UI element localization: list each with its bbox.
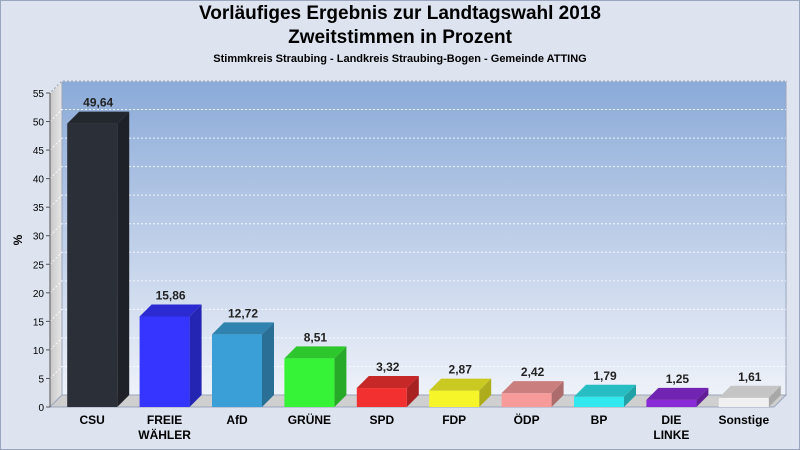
y-tick-label: 20	[33, 289, 45, 300]
bar	[284, 346, 347, 407]
value-label: 15,86	[156, 288, 186, 302]
grid-line	[49, 137, 786, 151]
chart-title-line2: Zweitstimmen in Prozent	[288, 27, 512, 48]
bar-side	[262, 322, 274, 407]
plot-left-wall	[49, 79, 63, 409]
value-label: 8,51	[304, 330, 328, 344]
y-tick-label: 0	[38, 403, 44, 414]
category-label: GRÜNE	[288, 412, 331, 427]
category-label: ÖDP	[514, 412, 540, 427]
bar-front	[284, 358, 335, 407]
bar	[429, 378, 492, 407]
grid-line	[49, 109, 786, 122]
bar-side	[696, 387, 709, 407]
grid-line	[49, 80, 786, 94]
grid-lines	[49, 80, 786, 379]
grid-line	[49, 280, 786, 294]
bar-front	[718, 397, 769, 407]
bar-side	[479, 378, 492, 407]
bar-front	[139, 316, 190, 407]
y-tick-label: 35	[33, 203, 45, 214]
grid-line	[49, 308, 786, 322]
category-label: BP	[591, 413, 608, 427]
chart-subtitle: Stimmkreis Straubing - Landkreis Straubi…	[213, 53, 587, 65]
category-label: SPD	[369, 413, 394, 427]
bar-top	[356, 376, 419, 389]
bar-top	[212, 322, 274, 335]
grid-line	[49, 365, 786, 379]
y-tick-label: 5	[38, 374, 44, 385]
value-label: 12,72	[228, 306, 258, 320]
bar-side	[117, 111, 130, 407]
value-label: 2,87	[449, 363, 473, 377]
category-label: FREIE WÄHLER	[138, 413, 191, 442]
bar-front	[67, 123, 118, 407]
bar	[574, 384, 636, 407]
y-tick-label: 15	[33, 317, 45, 328]
bar-side	[551, 381, 564, 407]
grid-line	[49, 166, 786, 179]
bar	[501, 381, 564, 407]
bar-top	[429, 378, 492, 391]
bar-front	[212, 334, 262, 407]
bar-side	[624, 384, 636, 407]
y-tick-label: 55	[33, 89, 45, 100]
category-label: Sonstige	[718, 413, 769, 427]
category-label: DIE LINKE	[653, 413, 689, 442]
bar-top	[284, 346, 347, 359]
y-axis: 0 5 10 15 20 25 30 35 40 45 50 55	[33, 89, 51, 414]
y-tick-label: 30	[33, 232, 45, 243]
value-label: 3,32	[376, 360, 400, 374]
bar	[646, 387, 709, 407]
bar-front	[429, 390, 480, 407]
bar-side	[406, 376, 419, 407]
value-labels: 49,64 15,86 12,72 8,51 3,32 2,87 2,42 1,79 1,25 1…	[83, 96, 762, 386]
y-tick-label: 10	[33, 346, 45, 357]
bar-top	[718, 385, 781, 398]
chart-title-line1: Vorläufiges Ergebnis zur Landtagswahl 20…	[199, 3, 601, 24]
y-axis-label: %	[11, 234, 25, 245]
y-tick-label: 40	[33, 175, 45, 186]
bar-side	[189, 304, 202, 407]
bar-side	[768, 385, 781, 407]
y-tick-label: 50	[33, 118, 45, 129]
grid-line	[49, 194, 786, 208]
bar-top	[501, 381, 564, 394]
bar	[67, 111, 130, 407]
y-tick-label: 45	[33, 146, 45, 157]
bar-top	[67, 111, 130, 124]
bar-front	[646, 399, 697, 407]
grid-line	[49, 337, 786, 351]
bar-side	[334, 346, 347, 407]
bar-top	[574, 384, 636, 397]
grid-line	[49, 223, 786, 237]
bar	[212, 322, 274, 407]
value-label: 2,42	[521, 365, 545, 379]
x-axis: CSU FREIE WÄHLER AfD GRÜNE SPD FDP ÖDP BP DIE LINK…	[80, 412, 770, 442]
bar-top	[646, 387, 709, 400]
bar-front	[574, 396, 624, 407]
category-label: FDP	[442, 413, 466, 427]
bar-front	[356, 388, 407, 407]
category-label: CSU	[80, 413, 105, 427]
value-label: 1,79	[593, 369, 617, 383]
value-label: 1,25	[666, 372, 690, 386]
grid-line	[49, 251, 786, 265]
bar	[718, 385, 781, 407]
bars	[67, 111, 781, 407]
value-label: 49,64	[83, 96, 113, 110]
y-tick-label: 25	[33, 260, 45, 271]
bar-front	[501, 393, 552, 407]
value-label: 1,61	[738, 370, 762, 384]
bar	[356, 376, 419, 407]
bar-top	[139, 304, 202, 317]
category-label: AfD	[226, 413, 248, 427]
bar	[139, 304, 202, 407]
